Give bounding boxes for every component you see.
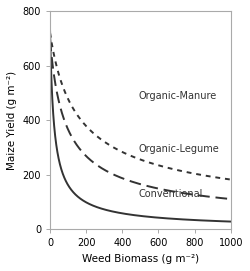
Y-axis label: Maize Yield (g m⁻²): Maize Yield (g m⁻²): [7, 71, 17, 170]
Text: Organic-Legume: Organic-Legume: [138, 144, 219, 154]
Text: Conventional: Conventional: [138, 189, 203, 199]
Text: Organic-Manure: Organic-Manure: [138, 91, 217, 101]
X-axis label: Weed Biomass (g m⁻²): Weed Biomass (g m⁻²): [82, 254, 199, 264]
